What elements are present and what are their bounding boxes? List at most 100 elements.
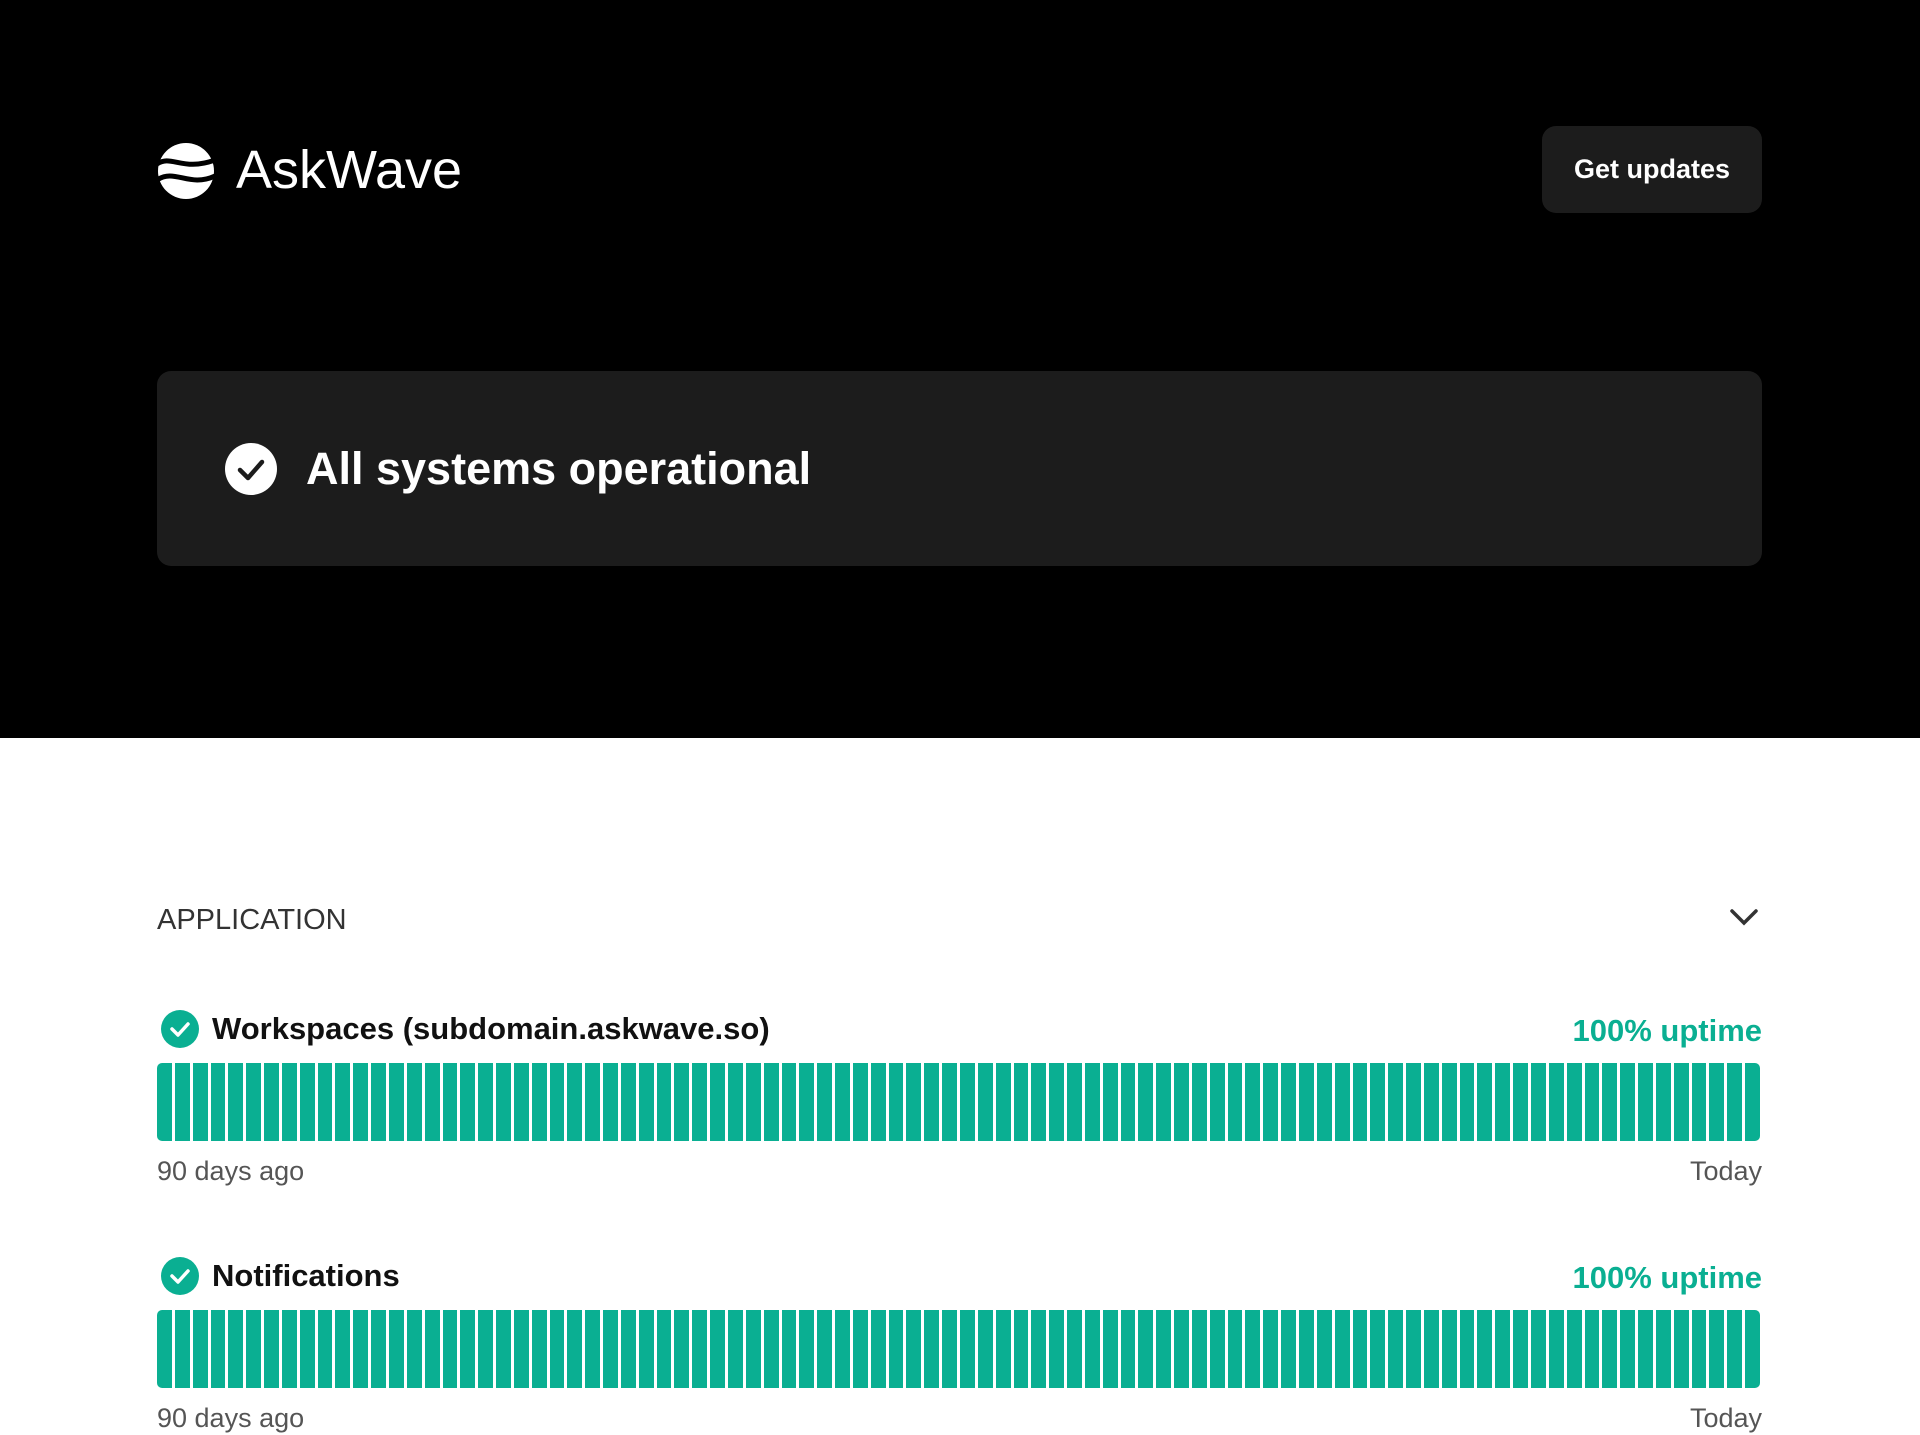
day-bar[interactable]: [710, 1063, 725, 1141]
day-bar[interactable]: [1459, 1063, 1475, 1141]
day-bar[interactable]: [1530, 1310, 1546, 1388]
day-bar[interactable]: [1691, 1063, 1707, 1141]
day-bar[interactable]: [1156, 1310, 1172, 1388]
day-bar[interactable]: [1638, 1310, 1653, 1388]
day-bar[interactable]: [1584, 1063, 1600, 1141]
day-bar[interactable]: [1638, 1063, 1653, 1141]
day-bar[interactable]: [603, 1310, 618, 1388]
day-bar[interactable]: [210, 1310, 226, 1388]
day-bar[interactable]: [817, 1310, 833, 1388]
day-bar[interactable]: [674, 1063, 690, 1141]
day-bar[interactable]: [1423, 1063, 1439, 1141]
day-bar[interactable]: [192, 1310, 208, 1388]
day-bar[interactable]: [638, 1310, 654, 1388]
day-bar[interactable]: [1513, 1310, 1528, 1388]
day-bar[interactable]: [1067, 1063, 1082, 1141]
day-bar[interactable]: [157, 1063, 172, 1141]
day-bar[interactable]: [745, 1063, 761, 1141]
day-bar[interactable]: [1013, 1063, 1029, 1141]
day-bar[interactable]: [1281, 1310, 1296, 1388]
day-bar[interactable]: [1031, 1310, 1047, 1388]
day-bar[interactable]: [799, 1063, 815, 1141]
day-bar[interactable]: [531, 1310, 547, 1388]
day-bar[interactable]: [281, 1310, 297, 1388]
day-bar[interactable]: [1566, 1063, 1582, 1141]
day-bar[interactable]: [710, 1310, 725, 1388]
day-bar[interactable]: [1370, 1310, 1386, 1388]
day-bar[interactable]: [1513, 1063, 1528, 1141]
day-bar[interactable]: [1441, 1063, 1457, 1141]
day-bar[interactable]: [1655, 1063, 1671, 1141]
day-bar[interactable]: [531, 1063, 547, 1141]
day-bar[interactable]: [692, 1310, 708, 1388]
day-bar[interactable]: [1406, 1310, 1421, 1388]
day-bar[interactable]: [763, 1063, 779, 1141]
day-bar[interactable]: [1423, 1310, 1439, 1388]
day-bar[interactable]: [1727, 1310, 1743, 1388]
day-bar[interactable]: [1548, 1310, 1564, 1388]
day-bar[interactable]: [442, 1310, 458, 1388]
day-bar[interactable]: [852, 1310, 868, 1388]
day-bar[interactable]: [1441, 1310, 1457, 1388]
day-bar[interactable]: [888, 1310, 904, 1388]
day-bar[interactable]: [371, 1063, 386, 1141]
day-bar[interactable]: [906, 1063, 922, 1141]
day-bar[interactable]: [549, 1063, 565, 1141]
day-bar[interactable]: [1209, 1310, 1225, 1388]
day-bar[interactable]: [620, 1310, 636, 1388]
day-bar[interactable]: [1102, 1063, 1118, 1141]
day-bar[interactable]: [870, 1063, 886, 1141]
day-bar[interactable]: [977, 1310, 993, 1388]
day-bar[interactable]: [1084, 1310, 1100, 1388]
day-bar[interactable]: [406, 1310, 422, 1388]
day-bar[interactable]: [1067, 1310, 1082, 1388]
day-bar[interactable]: [1673, 1310, 1689, 1388]
day-bar[interactable]: [817, 1063, 833, 1141]
day-bar[interactable]: [1120, 1063, 1136, 1141]
day-bar[interactable]: [1459, 1310, 1475, 1388]
day-bar[interactable]: [1334, 1063, 1350, 1141]
day-bar[interactable]: [728, 1310, 743, 1388]
day-bar[interactable]: [906, 1310, 922, 1388]
day-bar[interactable]: [1477, 1063, 1493, 1141]
day-bar[interactable]: [603, 1063, 618, 1141]
day-bar[interactable]: [1263, 1310, 1279, 1388]
day-bar[interactable]: [835, 1063, 850, 1141]
day-bar[interactable]: [1031, 1063, 1047, 1141]
get-updates-button[interactable]: Get updates: [1542, 126, 1762, 213]
day-bar[interactable]: [388, 1063, 404, 1141]
day-bar[interactable]: [1602, 1063, 1618, 1141]
day-bar[interactable]: [1138, 1310, 1154, 1388]
day-bar[interactable]: [1084, 1063, 1100, 1141]
day-bar[interactable]: [264, 1063, 279, 1141]
day-bar[interactable]: [638, 1063, 654, 1141]
day-bar[interactable]: [656, 1063, 672, 1141]
day-bar[interactable]: [353, 1063, 369, 1141]
day-bar[interactable]: [371, 1310, 386, 1388]
day-bar[interactable]: [995, 1310, 1011, 1388]
day-bar[interactable]: [228, 1310, 244, 1388]
day-bar[interactable]: [1477, 1310, 1493, 1388]
day-bar[interactable]: [1655, 1310, 1671, 1388]
day-bar[interactable]: [1316, 1063, 1332, 1141]
day-bar[interactable]: [406, 1063, 422, 1141]
day-bar[interactable]: [835, 1310, 850, 1388]
day-bar[interactable]: [585, 1063, 601, 1141]
day-bar[interactable]: [1049, 1063, 1065, 1141]
day-bar[interactable]: [1727, 1063, 1743, 1141]
day-bar[interactable]: [1120, 1310, 1136, 1388]
day-bar[interactable]: [460, 1063, 476, 1141]
day-bar[interactable]: [995, 1063, 1011, 1141]
day-bar[interactable]: [1620, 1063, 1636, 1141]
day-bar[interactable]: [1174, 1063, 1189, 1141]
day-bar[interactable]: [1388, 1310, 1404, 1388]
day-bar[interactable]: [1191, 1063, 1207, 1141]
day-bar[interactable]: [799, 1310, 815, 1388]
day-bar[interactable]: [478, 1310, 494, 1388]
day-bar[interactable]: [1049, 1310, 1065, 1388]
day-bar[interactable]: [549, 1310, 565, 1388]
day-bar[interactable]: [1227, 1063, 1243, 1141]
day-bar[interactable]: [1745, 1310, 1760, 1388]
day-bar[interactable]: [513, 1310, 529, 1388]
day-bar[interactable]: [478, 1063, 494, 1141]
